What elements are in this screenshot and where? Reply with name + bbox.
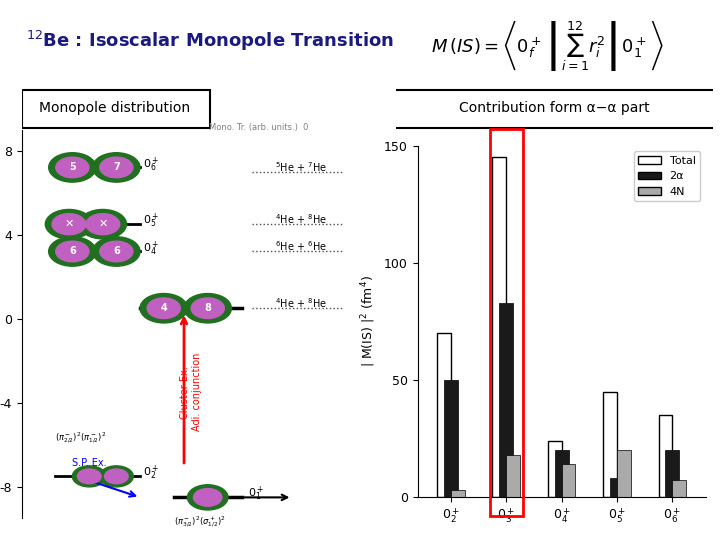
Bar: [492, 158, 506, 497]
Circle shape: [191, 298, 225, 319]
Text: 0$_6^+$: 0$_6^+$: [143, 155, 160, 173]
Circle shape: [194, 489, 222, 506]
Circle shape: [49, 153, 96, 182]
Circle shape: [79, 210, 127, 239]
Bar: [490, 130, 523, 516]
Text: Contribution form α−α part: Contribution form α−α part: [459, 101, 649, 115]
Bar: [562, 464, 575, 497]
FancyBboxPatch shape: [393, 90, 716, 129]
Text: 0$_2^+$: 0$_2^+$: [143, 464, 160, 482]
Circle shape: [100, 241, 133, 262]
Bar: [672, 481, 686, 497]
Text: $(\pi_{3/2}^-)^2(\sigma_{1/2}^+)^2$: $(\pi_{3/2}^-)^2(\sigma_{1/2}^+)^2$: [174, 515, 225, 530]
Text: 0$_3^+$: 0$_3^+$: [147, 296, 163, 314]
Text: Mono. Tr. (arb. units.)  0: Mono. Tr. (arb. units.) 0: [209, 123, 308, 132]
Text: $^4$He + $^8$He: $^4$He + $^8$He: [275, 296, 328, 310]
Y-axis label: | M(IS) |$^2$ (fm$^4$): | M(IS) |$^2$ (fm$^4$): [360, 275, 379, 367]
Circle shape: [52, 214, 86, 235]
FancyBboxPatch shape: [22, 90, 210, 129]
Bar: [617, 450, 631, 497]
Text: 6: 6: [113, 246, 120, 256]
Circle shape: [184, 294, 231, 323]
Text: 7: 7: [113, 163, 120, 172]
Circle shape: [55, 241, 89, 262]
Text: $^{12}$Be : Isoscalar Monopole Transition: $^{12}$Be : Isoscalar Monopole Transitio…: [26, 29, 394, 52]
Bar: [610, 478, 624, 497]
Bar: [451, 490, 464, 497]
Text: $M\,(IS) = \left\langle 0^+_f \left| \sum_{i=1}^{12} r_i^2 \right| 0^+_1 \right\: $M\,(IS) = \left\langle 0^+_f \left| \su…: [431, 18, 664, 73]
Circle shape: [187, 485, 228, 510]
Text: 0$_1^+$: 0$_1^+$: [248, 485, 265, 503]
Text: ✕: ✕: [64, 219, 73, 229]
Text: Monopole distribution: Monopole distribution: [39, 101, 190, 115]
Bar: [603, 392, 617, 497]
Circle shape: [147, 298, 180, 319]
Bar: [437, 333, 451, 497]
Circle shape: [99, 466, 133, 487]
Legend: Total, 2α, 4N: Total, 2α, 4N: [634, 151, 700, 201]
Text: ✕: ✕: [98, 219, 107, 229]
Circle shape: [45, 210, 93, 239]
Circle shape: [140, 294, 187, 323]
Text: $^6$He + $^6$He: $^6$He + $^6$He: [275, 240, 328, 253]
Bar: [506, 455, 520, 497]
Text: 8: 8: [204, 303, 211, 313]
Circle shape: [104, 469, 128, 484]
Circle shape: [93, 153, 140, 182]
Bar: [554, 450, 569, 497]
Bar: [548, 441, 562, 497]
Circle shape: [93, 237, 140, 266]
Circle shape: [78, 469, 101, 484]
Text: $^4$He + $^8$He: $^4$He + $^8$He: [275, 212, 328, 226]
Circle shape: [55, 157, 89, 178]
Text: 0$_4^+$: 0$_4^+$: [143, 239, 160, 258]
Bar: [665, 450, 679, 497]
Text: 5: 5: [69, 163, 76, 172]
Text: $^5$He + $^7$He: $^5$He + $^7$He: [275, 160, 328, 174]
Text: 0$_5^+$: 0$_5^+$: [143, 212, 160, 230]
Bar: [444, 380, 458, 497]
Text: 4: 4: [161, 303, 167, 313]
Circle shape: [86, 214, 120, 235]
Circle shape: [49, 237, 96, 266]
Text: $(\pi_{2/2}^-)^2(\pi_{1/2}^-)^2$: $(\pi_{2/2}^-)^2(\pi_{1/2}^-)^2$: [55, 430, 107, 445]
Circle shape: [100, 157, 133, 178]
Bar: [659, 415, 672, 497]
Circle shape: [72, 466, 107, 487]
Text: Cluster Ex.
Adi. conjunction: Cluster Ex. Adi. conjunction: [180, 353, 202, 431]
Text: S.P. Ex.: S.P. Ex.: [72, 458, 107, 468]
Text: 6: 6: [69, 246, 76, 256]
Bar: [499, 302, 513, 497]
